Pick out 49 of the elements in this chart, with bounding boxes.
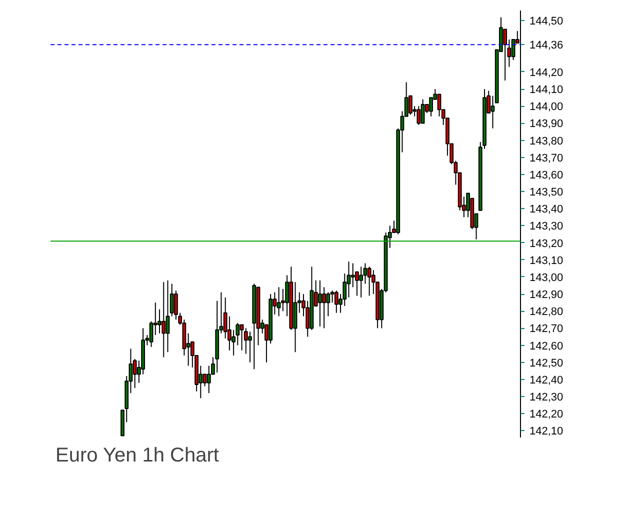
candlestick bbox=[416, 106, 421, 126]
candlestick bbox=[276, 286, 281, 317]
y-tick-label: 144,00 bbox=[530, 101, 564, 114]
ref-line-label: 144,36 bbox=[530, 40, 564, 52]
candlestick bbox=[420, 98, 425, 124]
candlestick bbox=[359, 266, 364, 298]
text: Euro Yen 1h Chart bbox=[56, 444, 220, 466]
y-tick-label: 142,20 bbox=[530, 408, 564, 421]
y-tick-label: 143,90 bbox=[530, 118, 564, 130]
y-tick-label: 143,20 bbox=[530, 238, 564, 250]
y-tick-label: 143,30 bbox=[530, 220, 564, 233]
y-tick-label: 142,30 bbox=[530, 392, 564, 404]
candlestick bbox=[490, 95, 495, 129]
y-tick-label: 143,70 bbox=[530, 152, 564, 164]
y-tick-label: 142,80 bbox=[530, 306, 564, 318]
y-tick-label: 142,40 bbox=[530, 374, 564, 386]
y-tick-label: 143,10 bbox=[530, 254, 564, 267]
y-tick-label: 142,90 bbox=[530, 289, 564, 302]
y-tick-label: 143,40 bbox=[530, 204, 564, 216]
candlestick bbox=[318, 280, 322, 327]
y-tick-label: 144,10 bbox=[530, 84, 564, 96]
y-tick-label: 143,60 bbox=[530, 169, 564, 182]
candlestick bbox=[240, 324, 244, 351]
y-tick-label: 143,00 bbox=[530, 272, 564, 284]
y-tick-label: 144,50 bbox=[530, 16, 564, 28]
candlestick bbox=[437, 94, 442, 117]
y-tick-label: 142,50 bbox=[530, 357, 564, 370]
candlestick bbox=[149, 320, 154, 348]
candlestick bbox=[346, 261, 351, 298]
candlestick bbox=[206, 365, 211, 394]
candlestick bbox=[330, 290, 334, 304]
y-tick-label: 143,80 bbox=[530, 135, 564, 148]
y-tick-label: 143,50 bbox=[530, 186, 564, 199]
candlestick bbox=[326, 292, 330, 317]
candlestick bbox=[503, 28, 508, 82]
candlestick bbox=[202, 374, 207, 387]
candlestick bbox=[429, 97, 433, 117]
candlestick bbox=[367, 266, 372, 296]
y-tick-label: 142,10 bbox=[530, 426, 564, 438]
y-tick-label: 142,70 bbox=[530, 323, 564, 336]
candlestick bbox=[162, 282, 166, 358]
candlestick bbox=[334, 290, 338, 314]
candlestick bbox=[350, 262, 355, 288]
candlestick bbox=[170, 283, 174, 317]
candlestick bbox=[166, 280, 170, 353]
y-tick-label: 144,20 bbox=[530, 66, 564, 79]
candlestick bbox=[322, 286, 326, 329]
y-tick-label: 142,60 bbox=[530, 340, 564, 352]
candlestick bbox=[132, 358, 137, 388]
